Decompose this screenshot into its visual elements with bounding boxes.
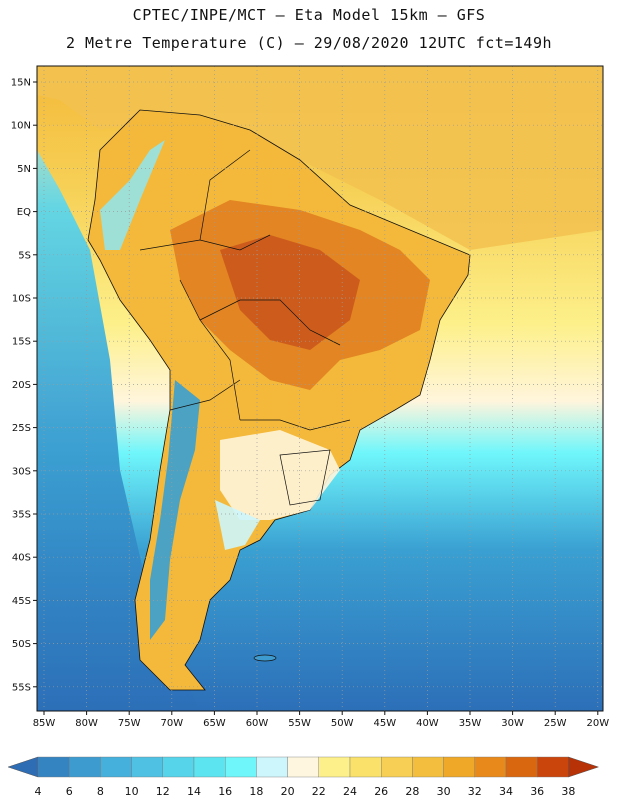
colorbar-swatch [381, 756, 413, 778]
map-field [37, 66, 603, 711]
colorbar-swatch [131, 756, 164, 778]
lon-label: 85W [33, 718, 56, 729]
lat-label: 10N [11, 121, 31, 132]
lat-label: 15N [11, 78, 31, 89]
colorbar-swatch [287, 756, 320, 778]
colorbar-min-arrow [7, 756, 39, 778]
colorbar-swatch [443, 756, 476, 778]
colorbar-label: 22 [312, 785, 326, 798]
colorbar-swatch [224, 756, 257, 778]
lon-label: 40W [416, 718, 439, 729]
colorbar-label: 20 [281, 785, 295, 798]
lat-label: 30S [12, 466, 31, 477]
colorbar-label: 28 [405, 785, 419, 798]
lat-label: 15S [12, 337, 31, 348]
lat-label: 55S [12, 682, 31, 693]
title-line-2: 2 Metre Temperature (C) – 29/08/2020 12U… [65, 34, 553, 52]
colorbar-swatch [68, 756, 101, 778]
lat-label: EQ [17, 207, 31, 218]
lat-label: 35S [12, 510, 31, 521]
colorbar-label: 26 [374, 785, 388, 798]
colorbar-label: 38 [561, 785, 575, 798]
colorbar-swatch [349, 756, 382, 778]
lat-label: 25S [12, 423, 31, 434]
lon-label: 25W [544, 718, 567, 729]
lat-label: 50S [12, 639, 31, 650]
lon-label: 55W [288, 718, 311, 729]
colorbar-swatch [412, 756, 444, 778]
colorbar-label: 36 [530, 785, 544, 798]
lat-label: 5N [17, 164, 31, 175]
lat-label: 10S [12, 294, 31, 305]
lon-label: 30W [501, 718, 524, 729]
title-line-1: CPTEC/INPE/MCT – Eta Model 15km – GFS [132, 6, 486, 24]
colorbar-swatch [100, 756, 132, 778]
colorbar-swatch [474, 756, 507, 778]
colorbar-swatch [256, 756, 288, 778]
colorbar-max-arrow [568, 756, 600, 778]
colorbar-label: 34 [499, 785, 513, 798]
map-frame [36, 65, 604, 712]
colorbar-swatch [162, 756, 195, 778]
colorbar-swatch [537, 756, 569, 778]
colorbar-label: 24 [343, 785, 357, 798]
colorbar-swatch [37, 756, 70, 778]
lat-label: 20S [12, 380, 31, 391]
lon-label: 75W [118, 718, 141, 729]
lon-label: 70W [160, 718, 183, 729]
colorbar-label: 12 [156, 785, 170, 798]
colorbar-swatch [193, 756, 226, 778]
colorbar: 4 6 8 10 12 14 16 18 20 22 24 26 28 30 32 34 36 38 [7, 756, 600, 798]
lon-label: 35W [459, 718, 482, 729]
colorbar-label: 4 [35, 785, 42, 798]
colorbar-label: 8 [97, 785, 104, 798]
colorbar-label: 18 [249, 785, 263, 798]
lon-label: 50W [331, 718, 354, 729]
lon-label: 65W [203, 718, 226, 729]
lon-label: 20W [586, 718, 609, 729]
lon-label: 45W [373, 718, 396, 729]
colorbar-label: 32 [468, 785, 482, 798]
falkland-islands [253, 654, 277, 662]
colorbar-swatch [505, 756, 538, 778]
lon-label: 60W [246, 718, 269, 729]
colorbar-label: 16 [218, 785, 232, 798]
lat-label: 5S [18, 250, 31, 261]
colorbar-swatch [318, 756, 351, 778]
colorbar-label: 14 [187, 785, 201, 798]
country-borders [139, 149, 351, 506]
colorbar-label: 6 [66, 785, 73, 798]
colorbar-label: 30 [437, 785, 451, 798]
lon-label: 80W [75, 718, 98, 729]
colorbar-label: 10 [125, 785, 139, 798]
lat-label: 40S [12, 553, 31, 564]
lat-label: 45S [12, 596, 31, 607]
